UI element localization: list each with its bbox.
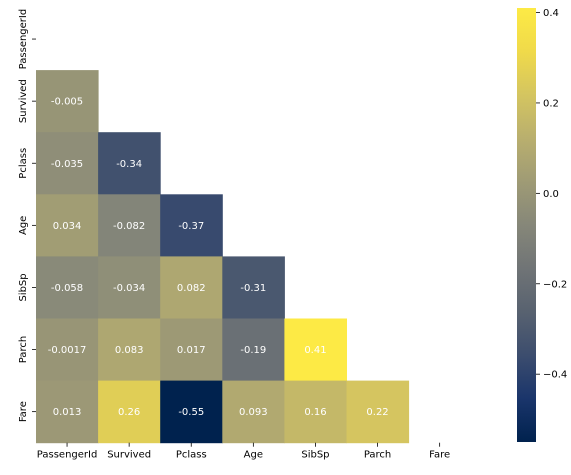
heatmap-cell-Parch-Pclass (160, 318, 223, 382)
heatmap-cell-SibSp-Pclass (160, 256, 223, 319)
colorbar-gradient (517, 8, 536, 442)
cell-value-label: -0.19 (240, 345, 266, 356)
heatmap-cell-Fare-Parch (346, 380, 410, 444)
x-tick-label: Parch (364, 450, 391, 461)
heatmap-cell-Pclass-Survived (98, 132, 161, 195)
heatmap-cell-Age-PassengerId (36, 194, 99, 257)
heatmap-cell-Survived-PassengerId (36, 70, 99, 133)
heatmap-cell-Fare-PassengerId (36, 380, 99, 444)
heatmap-cell-Fare-Survived (98, 380, 161, 444)
heatmap-cells: -0.005 -0.035 -0.34 0.034 -0.082 -0.37 -0.058 -… (36, 70, 410, 444)
cell-value-label: 0.093 (239, 407, 268, 418)
cell-value-label: 0.22 (366, 407, 388, 418)
colorbar-tick-label: −0.4 (543, 370, 567, 381)
heatmap-cell-Fare-Age (222, 380, 285, 444)
colorbar-tick-label: 0.0 (543, 189, 559, 200)
heatmap-cell-Age-Pclass (160, 194, 223, 257)
heatmap-cell-Age-Survived (98, 194, 161, 257)
heatmap-cell-Fare-SibSp (284, 380, 347, 444)
y-axis-ticks: PassengerId Survived Pclass Age SibSp Parch Fa… (18, 9, 36, 422)
heatmap-cell-Pclass-PassengerId (36, 132, 99, 195)
cell-value-label: -0.035 (51, 159, 83, 170)
cell-value-label: 0.017 (177, 345, 206, 356)
colorbar-tick-label: −0.2 (543, 279, 567, 290)
y-tick-label: PassengerId (18, 9, 29, 70)
heatmap-cell-Parch-Survived (98, 318, 161, 382)
cell-value-label: -0.55 (178, 407, 204, 418)
y-tick-label: Fare (18, 401, 29, 422)
y-tick-label: SibSp (18, 273, 29, 301)
cell-value-label: -0.34 (116, 159, 142, 170)
cell-value-label: 0.034 (53, 221, 82, 232)
heatmap-cell-Parch-PassengerId (36, 318, 99, 382)
cell-value-label: -0.37 (178, 221, 204, 232)
x-tick-label: Age (244, 450, 263, 461)
x-tick-label: Survived (107, 450, 151, 461)
y-tick-label: Survived (18, 79, 29, 123)
cell-value-label: -0.0017 (48, 345, 87, 356)
x-tick-label: Pclass (176, 450, 207, 461)
heatmap-cell-SibSp-Age (222, 256, 285, 319)
heatmap-cell-Parch-Age (222, 318, 285, 382)
heatmap-cell-SibSp-Survived (98, 256, 161, 319)
cell-value-label: 0.013 (53, 407, 82, 418)
colorbar-tick-label: 0.2 (543, 98, 559, 109)
x-tick-label: Fare (429, 450, 450, 461)
colorbar-ticks: −0.4 −0.2 0.0 0.2 0.4 (536, 8, 567, 381)
y-tick-label: Age (18, 216, 29, 235)
cell-value-label: -0.31 (240, 283, 266, 294)
cell-value-label: 0.41 (304, 345, 326, 356)
heatmap-cell-Parch-SibSp (284, 318, 347, 382)
cell-value-label: 0.083 (115, 345, 144, 356)
cell-value-label: -0.005 (51, 97, 83, 108)
y-tick-label: Parch (18, 336, 29, 363)
cell-value-label: 0.26 (118, 407, 140, 418)
heatmap-cell-Fare-Pclass (160, 380, 223, 444)
x-tick-label: PassengerId (37, 450, 98, 461)
x-axis-ticks: PassengerId Survived Pclass Age SibSp Parch Fa… (37, 442, 450, 461)
y-tick-label: Pclass (18, 148, 29, 179)
cell-value-label: 0.16 (304, 407, 326, 418)
cell-value-label: -0.034 (113, 283, 145, 294)
heatmap-cell-SibSp-PassengerId (36, 256, 99, 319)
cell-value-label: -0.082 (113, 221, 145, 232)
colorbar: −0.4 −0.2 0.0 0.2 0.4 (517, 8, 567, 442)
x-tick-label: SibSp (301, 450, 329, 461)
cell-value-label: 0.082 (177, 283, 206, 294)
cell-value-label: -0.058 (51, 283, 83, 294)
colorbar-tick-label: 0.4 (543, 8, 559, 19)
